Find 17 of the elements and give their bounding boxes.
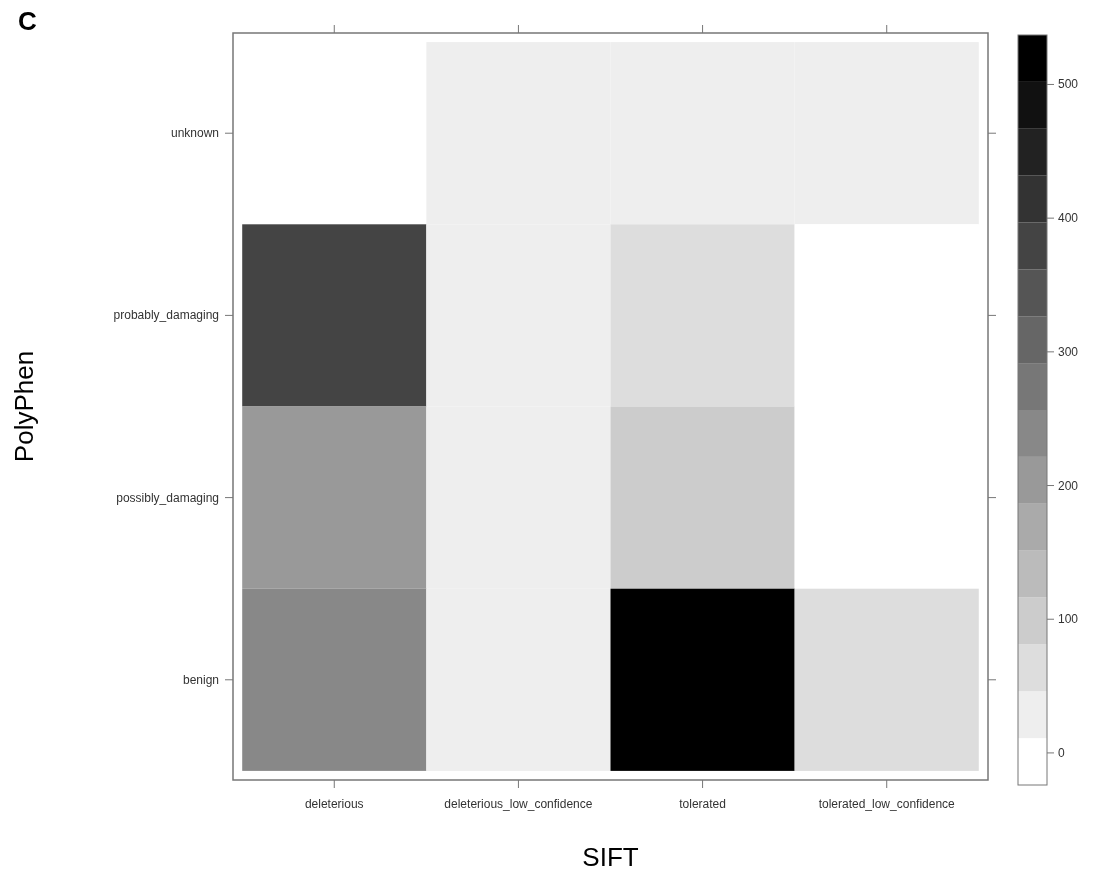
color-bar-label: 400: [1058, 211, 1079, 226]
color-bar-label: 500: [1058, 77, 1079, 92]
x-tick-label: tolerated: [679, 797, 726, 811]
x-tick-label: deleterious: [304, 797, 364, 811]
color-bar-label: 0: [1058, 745, 1065, 760]
y-tick-label: unknown: [170, 126, 219, 141]
x-tick-label: deleterious_low_confidence: [444, 797, 593, 811]
x-tick-label: tolerated_low_confidence: [818, 797, 956, 811]
y-axis-title: PolyPhen: [9, 350, 39, 463]
color-bar-label: 200: [1058, 478, 1079, 493]
y-tick-label: possibly_damaging: [116, 490, 219, 505]
color-bar-label: 100: [1058, 612, 1079, 627]
color-bar-label: 300: [1058, 344, 1079, 359]
y-tick-label: benign: [182, 672, 219, 687]
y-tick-label: probably_damaging: [113, 308, 219, 323]
chart-title: C: [18, 6, 37, 36]
x-axis-title: SIFT: [582, 842, 639, 872]
